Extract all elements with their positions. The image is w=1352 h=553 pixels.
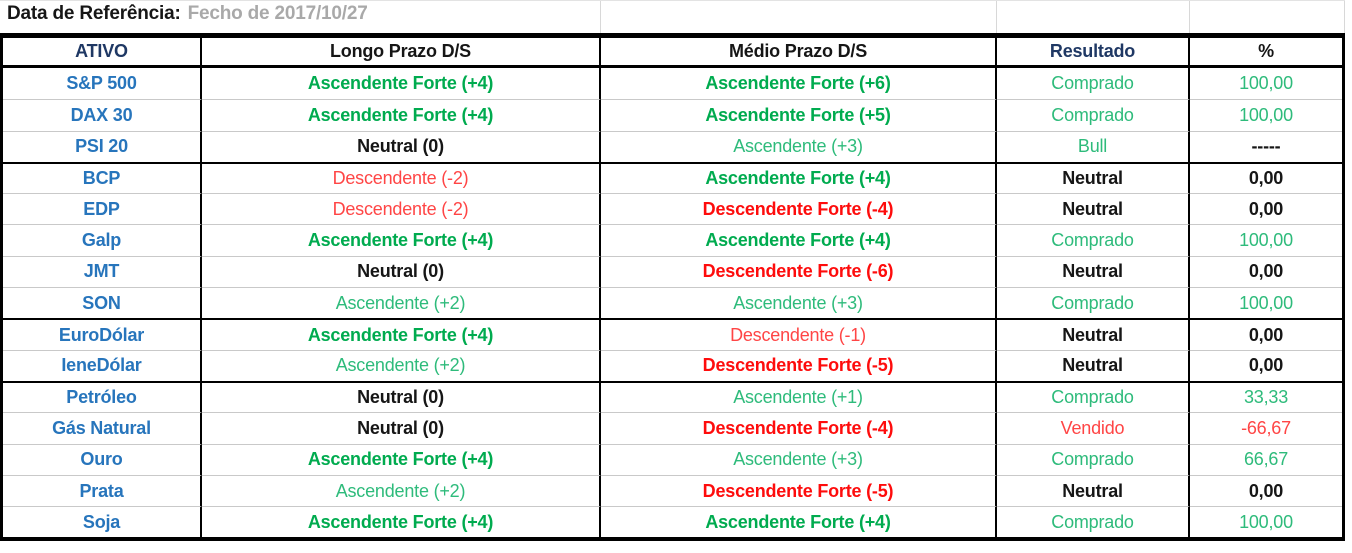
reference-date-row: Data de Referência: Fecho de 2017/10/27 — [0, 0, 1345, 33]
resultado-cell[interactable]: Comprado — [997, 224, 1190, 256]
longo-prazo-cell[interactable]: Neutral (0) — [202, 380, 601, 413]
asset-name-cell[interactable]: Petróleo — [3, 380, 202, 413]
medio-prazo-cell[interactable]: Descendente Forte (-6) — [601, 255, 997, 288]
longo-prazo-cell[interactable]: Ascendente Forte (+4) — [202, 224, 601, 256]
asset-name-cell[interactable]: EDP — [3, 193, 202, 225]
asset-name-cell[interactable]: PSI 20 — [3, 130, 202, 162]
resultado-cell[interactable]: Neutral — [997, 255, 1190, 288]
longo-prazo-cell[interactable]: Descendente (-2) — [202, 161, 601, 194]
longo-prazo-cell[interactable]: Ascendente Forte (+4) — [202, 443, 601, 475]
longo-prazo-cell[interactable]: Neutral (0) — [202, 255, 601, 288]
percent-cell[interactable]: 0,00 — [1190, 193, 1342, 224]
medio-prazo-cell[interactable]: Descendente Forte (-4) — [601, 412, 997, 444]
medio-prazo-cell[interactable]: Ascendente (+3) — [601, 287, 997, 319]
resultado-cell[interactable]: Comprado — [997, 380, 1190, 413]
empty-cell[interactable] — [997, 1, 1190, 33]
asset-name-cell[interactable]: IeneDólar — [3, 349, 202, 381]
medio-prazo-cell[interactable]: Ascendente Forte (+4) — [601, 161, 997, 194]
medio-prazo-cell[interactable]: Ascendente Forte (+4) — [601, 506, 997, 538]
asset-name-cell[interactable]: JMT — [3, 255, 202, 288]
percent-cell[interactable]: 0,00 — [1190, 161, 1342, 193]
resultado-cell[interactable]: Neutral — [997, 349, 1190, 381]
percent-cell[interactable]: -66,67 — [1190, 412, 1342, 443]
column-header-ativo[interactable]: ATIVO — [3, 38, 202, 68]
percent-cell[interactable]: 100,00 — [1190, 99, 1342, 130]
reference-date-label: Data de Referência: — [7, 3, 181, 24]
resultado-cell[interactable]: Comprado — [997, 99, 1190, 131]
resultado-cell[interactable]: Comprado — [997, 287, 1190, 319]
percent-cell[interactable]: ----- — [1190, 130, 1342, 162]
percent-cell[interactable]: 0,00 — [1190, 349, 1342, 381]
asset-name-cell[interactable]: SON — [3, 287, 202, 319]
reference-date-value: Fecho de 2017/10/27 — [187, 3, 368, 24]
percent-cell[interactable]: 100,00 — [1239, 73, 1293, 94]
asset-name-cell[interactable]: Ouro — [3, 443, 202, 475]
signals-table: ATIVO Longo Prazo D/S Médio Prazo D/S Re… — [0, 33, 1345, 542]
asset-name-cell[interactable]: S&P 500 — [3, 68, 202, 100]
column-header-resultado[interactable]: Resultado — [997, 38, 1190, 68]
longo-prazo-cell[interactable]: Ascendente (+2) — [202, 474, 601, 507]
resultado-cell[interactable]: Neutral — [997, 161, 1190, 194]
medio-prazo-cell[interactable]: Descendente Forte (-5) — [601, 349, 997, 381]
longo-prazo-cell[interactable]: Neutral (0) — [202, 412, 601, 444]
medio-prazo-cell[interactable]: Ascendente Forte (+5) — [601, 99, 997, 131]
medio-prazo-cell[interactable]: Ascendente (+3) — [601, 130, 997, 162]
percent-cell[interactable]: 0,00 — [1190, 474, 1342, 506]
resultado-cell[interactable]: Neutral — [997, 474, 1190, 507]
longo-prazo-cell[interactable]: Ascendente Forte (+4) — [202, 68, 601, 100]
medio-prazo-cell[interactable]: Ascendente Forte (+4) — [601, 224, 997, 256]
percent-cell[interactable]: 100,00 — [1190, 287, 1342, 318]
resultado-cell[interactable]: Comprado — [997, 506, 1190, 538]
resultado-cell[interactable]: Comprado — [997, 68, 1190, 100]
column-header-longo-prazo[interactable]: Longo Prazo D/S — [202, 38, 601, 68]
percent-cell[interactable]: 0,00 — [1190, 255, 1342, 287]
percent-cell[interactable]: 0,00 — [1190, 318, 1342, 349]
column-header-percent[interactable]: % — [1190, 38, 1342, 68]
percent-cell[interactable]: 100,00 — [1190, 224, 1342, 255]
resultado-cell[interactable]: Vendido — [997, 412, 1190, 444]
asset-name-cell[interactable]: Galp — [3, 224, 202, 256]
percent-cell[interactable]: 66,67 — [1190, 443, 1342, 475]
longo-prazo-cell[interactable]: Descendente (-2) — [202, 193, 601, 225]
asset-name-cell[interactable]: DAX 30 — [3, 99, 202, 131]
medio-prazo-cell[interactable]: Descendente Forte (-4) — [601, 193, 997, 225]
resultado-cell[interactable]: Neutral — [997, 318, 1190, 350]
medio-prazo-cell[interactable]: Ascendente Forte (+6) — [601, 68, 997, 100]
reference-date-cell[interactable]: Data de Referência: Fecho de 2017/10/27 — [0, 1, 601, 33]
medio-prazo-cell[interactable]: Ascendente (+1) — [601, 380, 997, 413]
medio-prazo-cell[interactable]: Descendente (-1) — [601, 318, 997, 350]
asset-name-cell[interactable]: Soja — [3, 506, 202, 538]
resultado-cell[interactable]: Bull — [997, 130, 1190, 162]
asset-name-cell[interactable]: Gás Natural — [3, 412, 202, 444]
empty-cell[interactable] — [1190, 1, 1345, 33]
medio-prazo-cell[interactable]: Ascendente (+3) — [601, 443, 997, 475]
empty-cell[interactable] — [601, 1, 997, 33]
resultado-cell[interactable]: Comprado — [997, 443, 1190, 475]
longo-prazo-cell[interactable]: Ascendente Forte (+4) — [202, 506, 601, 538]
percent-cell[interactable]: 100,00 — [1190, 506, 1342, 537]
percent-cell[interactable]: 33,33 — [1190, 380, 1342, 412]
longo-prazo-cell[interactable]: Ascendente (+2) — [202, 349, 601, 381]
longo-prazo-cell[interactable]: Ascendente Forte (+4) — [202, 318, 601, 350]
longo-prazo-cell[interactable]: Ascendente Forte (+4) — [202, 99, 601, 131]
longo-prazo-cell[interactable]: Ascendente (+2) — [202, 287, 601, 319]
spreadsheet: Data de Referência: Fecho de 2017/10/27 … — [0, 0, 1345, 542]
asset-name-cell[interactable]: BCP — [3, 161, 202, 194]
asset-name-cell[interactable]: Prata — [3, 474, 202, 507]
asset-name-cell[interactable]: EuroDólar — [3, 318, 202, 350]
column-header-medio-prazo[interactable]: Médio Prazo D/S — [601, 38, 997, 68]
medio-prazo-cell[interactable]: Descendente Forte (-5) — [601, 474, 997, 507]
resultado-cell[interactable]: Neutral — [997, 193, 1190, 225]
longo-prazo-cell[interactable]: Neutral (0) — [202, 130, 601, 162]
